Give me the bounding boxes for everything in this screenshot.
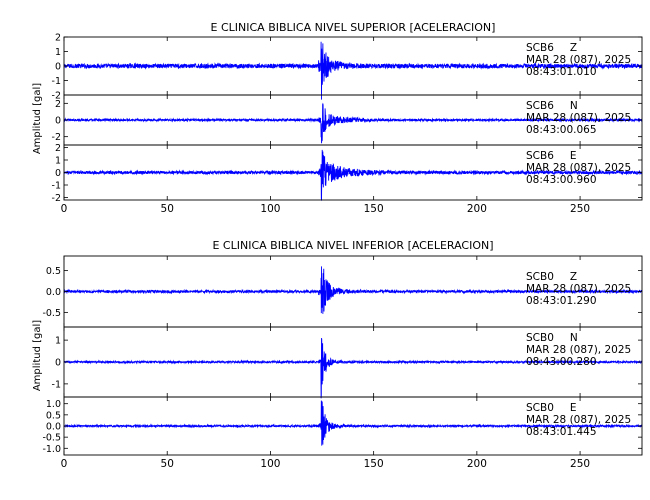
y-tick-label: 0.5 [46, 266, 61, 277]
y-tick-label: -2 [52, 132, 61, 143]
date-label: MAR 28 (087), 2025 [526, 344, 631, 356]
station-label: SCB0 E [526, 402, 577, 414]
time-label: 08:43:01.290 [526, 295, 597, 307]
time-label: 08:43:01.010 [526, 66, 597, 78]
y-tick-label: 0 [55, 358, 61, 369]
x-tick-label: 100 [260, 203, 280, 215]
waveform-line [63, 338, 643, 399]
y-tick-label: 0 [55, 116, 61, 127]
trace-panel-SCB0-N: 1 0 -1 SCB0 N MAR 28 (087), 2025 08:43:00.280 [52, 326, 643, 399]
waveform-line [63, 41, 643, 100]
x-tick-label: 100 [260, 458, 280, 470]
waveform-line [63, 149, 643, 201]
x-tick-label: 0 [61, 458, 68, 470]
chart-2: E CLINICA BIBLICA NIVEL INFERIOR [ACELER… [32, 239, 643, 470]
trace-annotation: SCB0 Z MAR 28 (087), 2025 08:43:01.290 [526, 271, 631, 307]
trace-panel-SCB6-E: 2 10 -1-2 SCB6 E MAR 28 (087), 2025 08:43:00.9… [52, 143, 643, 204]
trace-annotation: SCB6 E MAR 28 (087), 2025 08:43:00.960 [526, 150, 631, 186]
y-axis-label: Amplitud [gal] [32, 83, 43, 154]
x-tick-label: 150 [364, 203, 384, 215]
station-label: SCB0 N [526, 332, 578, 344]
y-tick-label: -0.5 [42, 433, 61, 444]
chart-title: E CLINICA BIBLICA NIVEL SUPERIOR [ACELER… [211, 21, 496, 34]
chart-title: E CLINICA BIBLICA NIVEL INFERIOR [ACELER… [212, 239, 493, 252]
date-label: MAR 28 (087), 2025 [526, 414, 631, 426]
y-tick-label: -2 [52, 91, 61, 102]
time-label: 08:43:00.280 [526, 356, 597, 368]
date-label: MAR 28 (087), 2025 [526, 112, 631, 124]
date-label: MAR 28 (087), 2025 [526, 283, 631, 295]
y-tick-label: 0.5 [46, 410, 61, 421]
x-tick-label: 50 [161, 458, 174, 470]
y-tick-label: 1 [55, 156, 61, 167]
y-tick-label: 2 [55, 33, 61, 44]
chart-1: E CLINICA BIBLICA NIVEL SUPERIOR [ACELER… [32, 21, 643, 215]
x-tick-label: 250 [570, 203, 590, 215]
y-tick-label: 1.0 [46, 399, 61, 410]
y-tick-label: 0.0 [46, 422, 61, 433]
y-tick-label: -1 [52, 379, 61, 390]
trace-annotation: SCB0 N MAR 28 (087), 2025 08:43:00.280 [526, 332, 631, 368]
date-label: MAR 28 (087), 2025 [526, 54, 631, 66]
x-tick-label: 200 [467, 458, 487, 470]
station-label: SCB6 E [526, 150, 577, 162]
y-tick-label: -2 [52, 193, 61, 204]
y-tick-label: 1 [55, 47, 61, 58]
y-tick-label: 0 [55, 62, 61, 73]
date-label: MAR 28 (087), 2025 [526, 162, 631, 174]
trace-annotation: SCB0 E MAR 28 (087), 2025 08:43:01.445 [526, 402, 631, 438]
x-tick-label: 0 [61, 203, 68, 215]
trace-annotation: SCB6 N MAR 28 (087), 2025 08:43:00.065 [526, 100, 631, 136]
trace-panel-SCB0-E: 1.00.50.0-0.5-1.0 SCB0 E MAR 28 (087), 2025… [42, 396, 643, 456]
trace-annotation: SCB6 Z MAR 28 (087), 2025 08:43:01.010 [526, 42, 631, 78]
trace-panel-SCB6-Z: 2 1 0 -1 -2 SCB6 Z MAR 28 (087), 2025 08:43:01.0… [52, 33, 643, 102]
station-label: SCB6 N [526, 100, 578, 112]
time-label: 08:43:00.065 [526, 124, 597, 136]
waveform-line [63, 400, 643, 446]
x-tick-label: 150 [364, 458, 384, 470]
y-tick-label: -1.0 [42, 444, 61, 455]
y-tick-label: 0.0 [46, 287, 61, 298]
trace-panel-SCB0-Z: 0.5 0.0 -0.5 SCB0 Z MAR 28 (087), 2025 08:43:0… [42, 255, 643, 328]
y-tick-label: -1 [52, 76, 61, 87]
y-tick-label: 0 [55, 168, 61, 179]
y-tick-label: 1 [55, 336, 61, 347]
x-tick-label: 50 [161, 203, 174, 215]
y-tick-label: -1 [52, 181, 61, 192]
y-tick-label: 2 [55, 143, 61, 154]
station-label: SCB0 Z [526, 271, 577, 283]
y-axis-label: Amplitud [gal] [32, 320, 43, 391]
waveform-line [63, 102, 643, 144]
y-tick-label: 2 [55, 99, 61, 110]
time-label: 08:43:00.960 [526, 174, 597, 186]
trace-panel-SCB6-N: 2 0 -2 SCB6 N MAR 28 (087), 2025 08:43:00.065 [52, 94, 643, 146]
x-tick-label: 200 [467, 203, 487, 215]
waveform-line [63, 266, 643, 314]
station-label: SCB6 Z [526, 42, 577, 54]
x-tick-label: 250 [570, 458, 590, 470]
y-tick-label: -0.5 [42, 308, 61, 319]
time-label: 08:43:01.445 [526, 426, 597, 438]
